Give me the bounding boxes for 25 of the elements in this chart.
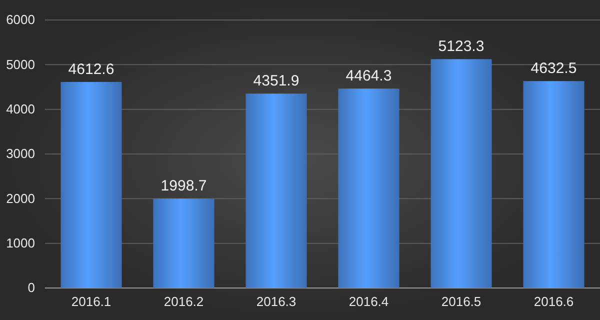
- data-label: 1998.7: [160, 178, 207, 195]
- data-label: 4464.3: [346, 68, 392, 85]
- y-tick-label: 6000: [6, 12, 35, 28]
- data-label: 5123.3: [438, 38, 484, 56]
- data-label: 4351.9: [253, 72, 300, 90]
- x-tick-label: 2016.1: [71, 294, 112, 310]
- bar: [430, 59, 492, 288]
- bar: [338, 88, 400, 288]
- y-tick-label: 1000: [6, 235, 35, 250]
- x-tick-label: 2016.5: [441, 294, 482, 310]
- bar: [60, 82, 122, 288]
- x-tick-label: 2016.2: [164, 294, 204, 310]
- bar: [523, 81, 584, 288]
- y-tick-label: 3000: [6, 146, 35, 162]
- y-tick-label: 0: [28, 280, 35, 296]
- bar: [153, 198, 214, 288]
- x-tick-label: 2016.3: [256, 294, 296, 310]
- x-tick-label: 2016.4: [348, 294, 389, 310]
- data-label: 4632.5: [530, 60, 577, 78]
- y-tick-label: 2000: [6, 190, 35, 206]
- y-tick-label: 5000: [6, 56, 35, 72]
- bar: [246, 94, 307, 288]
- y-tick-label: 4000: [6, 101, 35, 116]
- data-label: 4612.6: [68, 60, 114, 78]
- x-tick-label: 2016.6: [534, 294, 574, 310]
